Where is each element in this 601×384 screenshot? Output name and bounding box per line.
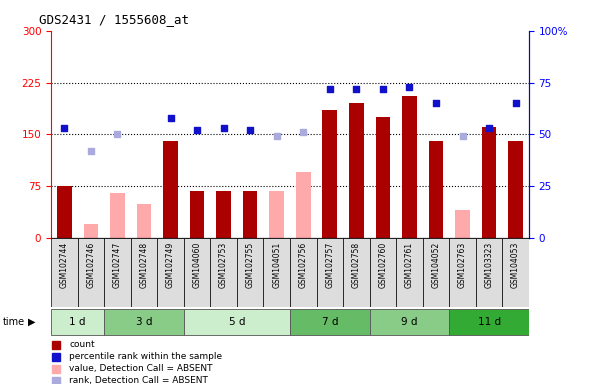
Text: GSM102746: GSM102746 xyxy=(87,242,96,288)
Point xyxy=(166,115,175,121)
Point xyxy=(112,131,122,137)
Bar xyxy=(429,141,444,238)
Text: GSM104051: GSM104051 xyxy=(272,242,281,288)
Bar xyxy=(184,309,290,334)
Bar xyxy=(84,224,98,238)
Bar xyxy=(455,210,470,238)
Text: value, Detection Call = ABSENT: value, Detection Call = ABSENT xyxy=(69,364,213,373)
Text: GDS2431 / 1555608_at: GDS2431 / 1555608_at xyxy=(39,13,189,26)
Bar xyxy=(317,238,343,307)
Bar xyxy=(376,117,390,238)
Point xyxy=(272,133,281,139)
Bar xyxy=(216,191,231,238)
Bar xyxy=(157,238,184,307)
Bar xyxy=(349,103,364,238)
Bar xyxy=(243,191,257,238)
Bar xyxy=(51,309,104,334)
Bar xyxy=(51,238,78,307)
Bar xyxy=(104,238,131,307)
Bar xyxy=(508,141,523,238)
Point xyxy=(59,125,69,131)
Bar xyxy=(423,238,450,307)
Text: percentile rank within the sample: percentile rank within the sample xyxy=(69,352,222,361)
Bar xyxy=(290,238,317,307)
Text: rank, Detection Call = ABSENT: rank, Detection Call = ABSENT xyxy=(69,376,208,384)
Bar xyxy=(136,204,151,238)
Bar xyxy=(502,238,529,307)
Text: GSM104052: GSM104052 xyxy=(432,242,441,288)
Point xyxy=(352,86,361,92)
Text: 3 d: 3 d xyxy=(136,316,152,327)
Bar xyxy=(57,186,72,238)
Text: 11 d: 11 d xyxy=(478,316,501,327)
Point xyxy=(192,127,202,133)
Bar xyxy=(323,110,337,238)
Bar xyxy=(190,191,204,238)
Text: GSM103323: GSM103323 xyxy=(484,242,493,288)
Bar xyxy=(402,96,416,238)
Bar xyxy=(449,238,476,307)
Bar xyxy=(370,238,396,307)
Bar xyxy=(104,309,184,334)
Bar xyxy=(78,238,104,307)
Bar xyxy=(296,172,311,238)
Bar xyxy=(131,238,157,307)
Text: count: count xyxy=(69,340,95,349)
Text: GSM102747: GSM102747 xyxy=(113,242,122,288)
Text: 5 d: 5 d xyxy=(228,316,245,327)
Point xyxy=(245,127,255,133)
Bar xyxy=(269,191,284,238)
Point xyxy=(299,129,308,136)
Bar xyxy=(449,309,529,334)
Text: 1 d: 1 d xyxy=(69,316,86,327)
Point xyxy=(86,148,96,154)
Bar xyxy=(237,238,263,307)
Bar xyxy=(263,238,290,307)
Text: GSM102760: GSM102760 xyxy=(379,242,388,288)
Point xyxy=(458,133,468,139)
Text: GSM102756: GSM102756 xyxy=(299,242,308,288)
Text: GSM102757: GSM102757 xyxy=(325,242,334,288)
Text: GSM104060: GSM104060 xyxy=(192,242,201,288)
Bar xyxy=(370,309,449,334)
Text: GSM102763: GSM102763 xyxy=(458,242,467,288)
Point xyxy=(484,125,494,131)
Text: ▶: ▶ xyxy=(28,316,35,327)
Bar xyxy=(163,141,178,238)
Point xyxy=(325,86,335,92)
Point xyxy=(219,125,228,131)
Bar xyxy=(110,193,125,238)
Text: GSM102748: GSM102748 xyxy=(139,242,148,288)
Text: GSM104053: GSM104053 xyxy=(511,242,520,288)
Bar xyxy=(343,238,370,307)
Text: GSM102755: GSM102755 xyxy=(246,242,255,288)
Text: GSM102749: GSM102749 xyxy=(166,242,175,288)
Text: GSM102744: GSM102744 xyxy=(60,242,69,288)
Point xyxy=(511,100,520,106)
Text: 9 d: 9 d xyxy=(401,316,418,327)
Text: GSM102761: GSM102761 xyxy=(405,242,414,288)
Point xyxy=(431,100,441,106)
Bar xyxy=(476,238,502,307)
Bar xyxy=(482,127,496,238)
Bar xyxy=(184,238,210,307)
Bar xyxy=(396,238,423,307)
Point xyxy=(378,86,388,92)
Text: GSM102753: GSM102753 xyxy=(219,242,228,288)
Text: 7 d: 7 d xyxy=(322,316,338,327)
Point xyxy=(404,84,414,90)
Text: time: time xyxy=(3,316,25,327)
Bar xyxy=(210,238,237,307)
Text: GSM102758: GSM102758 xyxy=(352,242,361,288)
Bar xyxy=(290,309,370,334)
